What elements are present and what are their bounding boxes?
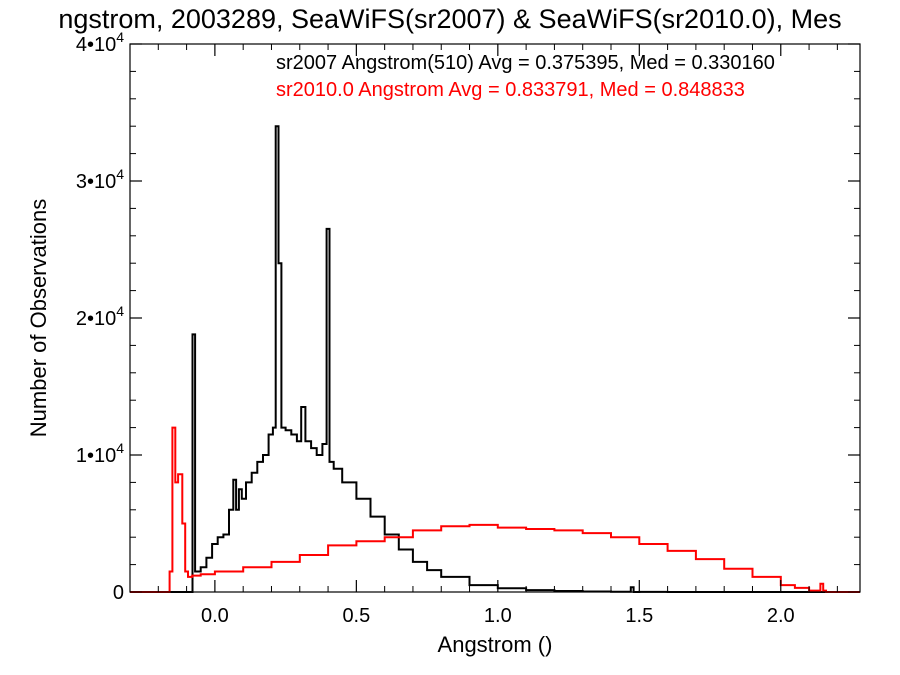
y-tick-label: 4•104: [76, 29, 124, 56]
chart-title: ngstrom, 2003289, SeaWiFS(sr2007) & SeaW…: [58, 4, 841, 34]
y-tick-label: 2•104: [76, 303, 124, 330]
x-axis-label: Angstrom (): [438, 632, 553, 657]
x-tick-label: 0.5: [342, 605, 370, 627]
x-tick-label: 2.0: [767, 605, 795, 627]
y-tick-label: 0: [113, 582, 124, 604]
legend-annotation-sr2007: sr2007 Angstrom(510) Avg = 0.375395, Med…: [276, 52, 775, 74]
series-line-0: [130, 125, 860, 593]
y-axis: 0 1•104 2•104 3•104 4•104: [76, 29, 860, 604]
x-tick-label: 1.0: [484, 605, 512, 627]
y-tick-label: 3•104: [76, 166, 124, 193]
y-axis-label: Number of Observations: [26, 199, 51, 437]
x-axis: 0.0 0.5 1.0 1.5 2.0: [157, 44, 838, 627]
x-tick-label: 0.0: [201, 605, 229, 627]
series-line-1: [130, 426, 860, 593]
y-tick-label: 1•104: [76, 440, 124, 467]
legend-annotation-sr2010: sr2010.0 Angstrom Avg = 0.833791, Med = …: [276, 79, 745, 101]
x-tick-label: 1.5: [625, 605, 653, 627]
plot-area: [130, 125, 860, 593]
